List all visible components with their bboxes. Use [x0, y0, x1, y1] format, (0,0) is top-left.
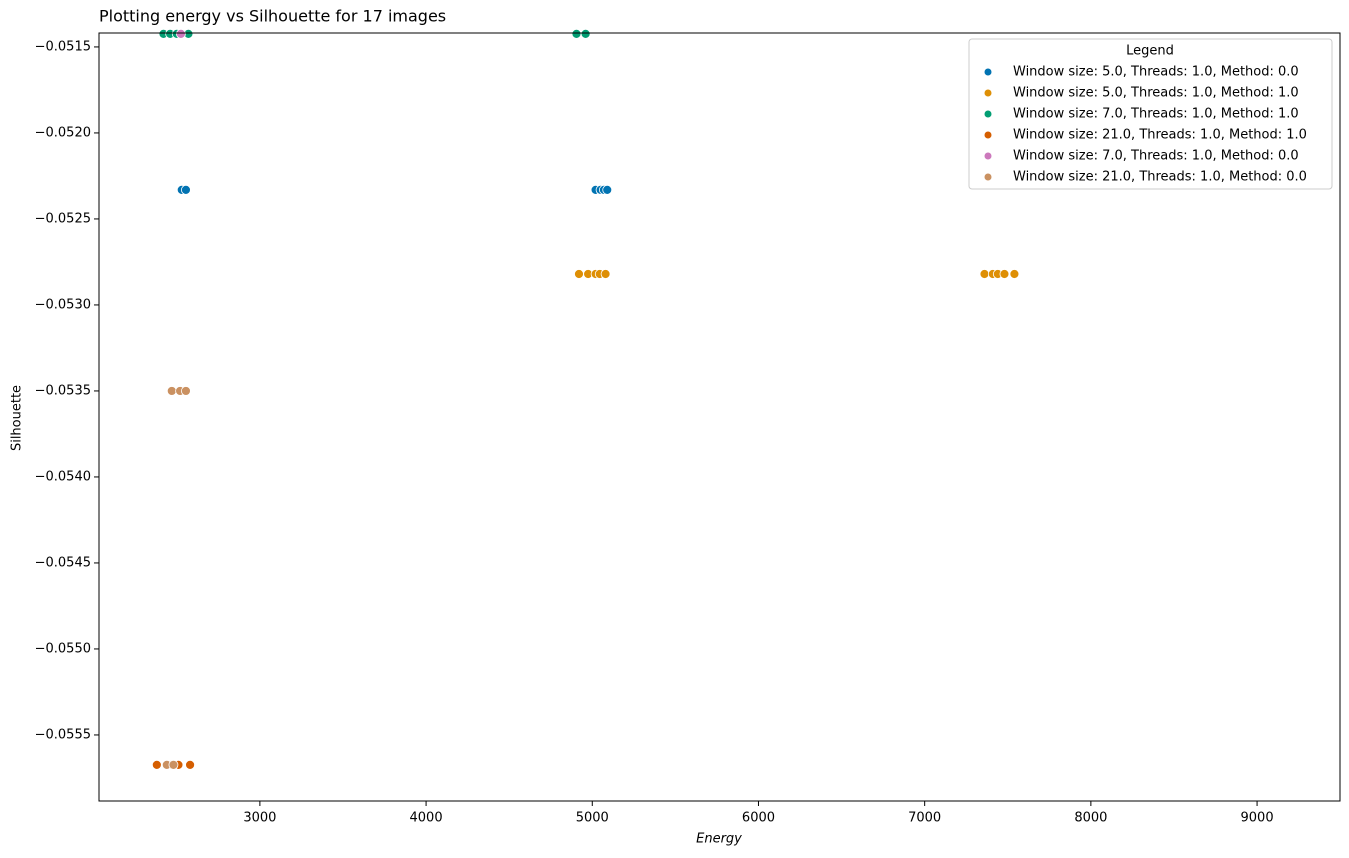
- legend-label: Window size: 7.0, Threads: 1.0, Method: …: [1013, 107, 1299, 122]
- legend-marker: [984, 68, 992, 76]
- legend-box: [968, 38, 1333, 190]
- y-tick-label: −0.0530: [35, 297, 91, 312]
- scatter-point: [602, 184, 613, 195]
- x-tick-label: 6000: [742, 811, 775, 826]
- scatter-point: [181, 184, 191, 195]
- legend: Legend Window size: 5.0, Threads: 1.0, M…: [968, 38, 1333, 190]
- x-tick-label: 4000: [410, 811, 443, 826]
- scatter-point: [600, 269, 611, 279]
- y-axis-label: Silhouette: [10, 385, 25, 451]
- x-tick-label: 7000: [908, 811, 941, 826]
- scatter-point: [151, 759, 162, 770]
- scatter-point: [166, 386, 177, 396]
- x-axis-label: Energy: [696, 832, 742, 847]
- y-tick-label: −0.0515: [35, 39, 91, 54]
- plot-area: [151, 28, 1020, 770]
- scatter-point: [181, 386, 191, 396]
- legend-label: Window size: 5.0, Threads: 1.0, Method: …: [1013, 65, 1299, 80]
- legend-marker: [984, 89, 992, 97]
- scatter-point: [580, 28, 591, 39]
- scatter-point: [168, 759, 179, 770]
- x-tick-label: 9000: [1241, 811, 1274, 826]
- legend-label: Window size: 5.0, Threads: 1.0, Method: …: [1013, 86, 1299, 101]
- scatter-point: [1009, 269, 1020, 279]
- y-tick-label: −0.0545: [35, 555, 91, 570]
- plot-frame: [98, 32, 1341, 802]
- y-tick-label: −0.0535: [35, 383, 91, 398]
- scatter-point: [979, 269, 990, 279]
- scatter-point: [176, 28, 186, 39]
- legend-marker: [984, 131, 992, 139]
- y-tick-label: −0.0555: [35, 727, 91, 742]
- x-tick-label: 8000: [1074, 811, 1107, 826]
- y-tick-label: −0.0520: [35, 125, 91, 140]
- legend-title: Legend: [1126, 44, 1174, 59]
- y-tick-label: −0.0540: [35, 469, 91, 484]
- scatter-point: [574, 269, 584, 279]
- legend-marker: [984, 173, 992, 181]
- x-tick-label: 5000: [576, 811, 609, 826]
- scatter-point: [999, 269, 1010, 279]
- scatter-point: [571, 28, 582, 39]
- legend-label: Window size: 21.0, Threads: 1.0, Method:…: [1013, 170, 1307, 185]
- legend-label: Window size: 7.0, Threads: 1.0, Method: …: [1013, 149, 1299, 164]
- legend-marker: [984, 110, 992, 118]
- y-tick-label: −0.0550: [35, 641, 91, 656]
- scatter-point: [185, 759, 195, 770]
- chart-title: Plotting energy vs Silhouette for 17 ima…: [99, 7, 446, 26]
- legend-label: Window size: 21.0, Threads: 1.0, Method:…: [1013, 128, 1307, 143]
- y-tick-label: −0.0525: [35, 211, 91, 226]
- x-tick-label: 3000: [243, 811, 276, 826]
- legend-marker: [984, 152, 992, 160]
